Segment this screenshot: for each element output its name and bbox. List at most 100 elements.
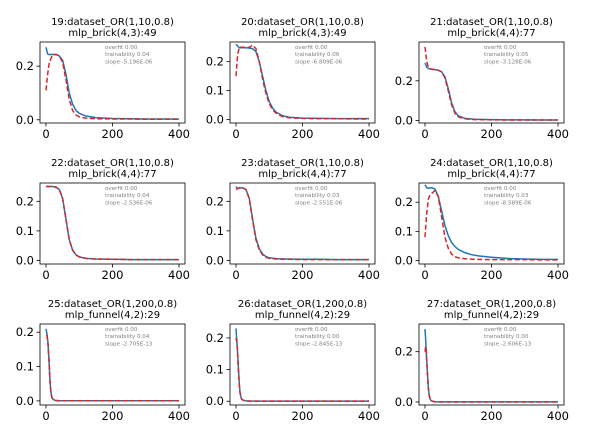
x-tick-label: 400 <box>547 268 569 282</box>
y-tick-label: 0.0 <box>395 254 413 268</box>
subplot-2: 20:dataset_OR(1,10,0.8)mlp_brick(4,3):49… <box>206 17 380 141</box>
series-line-dashed <box>45 185 180 261</box>
y-tick-label: 0.2 <box>206 331 224 345</box>
subplot-title: mlp_brick(4,4):77 <box>447 28 535 39</box>
subplot-6: 24:dataset_OR(1,10,0.8)mlp_brick(4,4):77… <box>395 158 569 282</box>
y-tick-label: 0.0 <box>206 253 224 267</box>
y-tick-label: 0.1 <box>395 224 413 238</box>
x-tick-label: 0 <box>421 268 428 282</box>
x-tick-label: 200 <box>481 268 503 282</box>
x-tick-label: 0 <box>232 268 239 282</box>
subplot-1: 19:dataset_OR(1,10,0.8)mlp_brick(4,3):49… <box>16 17 190 141</box>
subplot-title: mlp_funnel(4,2):29 <box>65 310 160 321</box>
annotation-text: slope -2.536E-06 <box>105 200 153 206</box>
subplot-title: mlp_brick(4,3):49 <box>258 28 346 39</box>
subplot-title: mlp_brick(4,3):49 <box>68 28 156 39</box>
subplot-title: 21:dataset_OR(1,10,0.8) <box>430 17 553 28</box>
subplot-title: 25:dataset_OR(1,200,0.8) <box>48 299 177 310</box>
y-tick-label: 0.2 <box>395 345 413 359</box>
x-tick-label: 0 <box>421 127 428 141</box>
y-tick-label: 0.2 <box>395 74 413 88</box>
series-line-dashed <box>235 186 370 261</box>
x-tick-label: 400 <box>168 127 190 141</box>
subplot-title: mlp_brick(4,4):77 <box>447 169 535 180</box>
y-tick-label: 0.1 <box>16 224 34 238</box>
x-tick-label: 400 <box>358 268 380 282</box>
subplot-title: mlp_funnel(4,2):29 <box>444 310 539 321</box>
series-line-dashed <box>45 53 180 120</box>
annotation-text: trainability 0.06 <box>295 52 340 58</box>
annotation-text: trainability 0.04 <box>105 52 150 58</box>
x-tick-label: 200 <box>481 409 503 423</box>
y-tick-label: 0.2 <box>16 59 34 73</box>
y-tick-label: 0.0 <box>206 394 224 408</box>
y-tick-label: 0.0 <box>206 113 224 127</box>
annotation-text: trainability 0.00 <box>295 334 340 340</box>
annotation-text: slope -8.589E-06 <box>484 200 532 206</box>
annotation-text: slope -2.606E-13 <box>484 341 532 347</box>
x-tick-label: 200 <box>102 268 124 282</box>
annotation-text: overfit 0.00 <box>484 45 517 51</box>
annotation-text: slope -5.196E-06 <box>105 59 153 65</box>
annotation-text: slope -2.551E-06 <box>295 200 343 206</box>
annotation-text: overfit 0.00 <box>484 186 517 192</box>
series-line-dashed <box>235 44 370 120</box>
annotation-text: slope -2.845E-13 <box>295 341 343 347</box>
y-tick-label: 0.0 <box>395 395 413 409</box>
annotation-text: slope -6.809E-06 <box>295 59 343 65</box>
annotation-text: trainability 0.05 <box>484 52 529 58</box>
y-tick-label: 0.0 <box>16 394 34 408</box>
series-line-solid <box>424 184 559 261</box>
series-line-dashed <box>424 346 559 403</box>
subplot-4: 22:dataset_OR(1,10,0.8)mlp_brick(4,4):77… <box>16 158 190 282</box>
x-tick-label: 400 <box>547 409 569 423</box>
subplot-title: mlp_brick(4,4):77 <box>258 169 346 180</box>
subplot-5: 23:dataset_OR(1,10,0.8)mlp_brick(4,4):77… <box>206 158 380 282</box>
x-tick-label: 0 <box>421 409 428 423</box>
subplot-title: 23:dataset_OR(1,10,0.8) <box>241 158 364 169</box>
subplot-title: 22:dataset_OR(1,10,0.8) <box>51 158 174 169</box>
x-tick-label: 200 <box>481 127 503 141</box>
subplot-title: 19:dataset_OR(1,10,0.8) <box>51 17 174 28</box>
annotation-text: trainability 0.00 <box>484 334 529 340</box>
subplot-8: 26:dataset_OR(1,200,0.8)mlp_funnel(4,2):… <box>206 299 380 423</box>
subplot-9: 27:dataset_OR(1,200,0.8)mlp_funnel(4,2):… <box>395 299 569 423</box>
subplot-3: 21:dataset_OR(1,10,0.8)mlp_brick(4,4):77… <box>395 17 569 141</box>
annotation-text: trainability 0.04 <box>105 334 150 340</box>
x-tick-label: 0 <box>42 409 49 423</box>
annotation-text: overfit 0.00 <box>295 45 328 51</box>
annotation-text: overfit 0.00 <box>105 327 138 333</box>
annotation-text: overfit 0.00 <box>105 45 138 51</box>
x-tick-label: 200 <box>292 409 314 423</box>
x-tick-label: 0 <box>232 127 239 141</box>
annotation-text: overfit 0.00 <box>295 327 328 333</box>
series-line-dashed <box>45 334 180 402</box>
y-tick-label: 0.2 <box>16 194 34 208</box>
annotation-text: slope -3.128E-06 <box>484 59 532 65</box>
annotation-text: slope -2.705E-13 <box>105 341 153 347</box>
annotation-text: overfit 0.00 <box>484 327 517 333</box>
subplot-title: 24:dataset_OR(1,10,0.8) <box>430 158 553 169</box>
annotation-text: overfit 0.00 <box>105 186 138 192</box>
subplot-title: 27:dataset_OR(1,200,0.8) <box>427 299 556 310</box>
y-tick-label: 0.2 <box>16 325 34 339</box>
subplot-title: 20:dataset_OR(1,10,0.8) <box>241 17 364 28</box>
annotation-text: trainability 0.03 <box>295 193 340 199</box>
x-tick-label: 400 <box>358 409 380 423</box>
y-tick-label: 0.1 <box>16 360 34 374</box>
y-tick-label: 0.0 <box>395 114 413 128</box>
x-tick-label: 200 <box>102 127 124 141</box>
y-tick-label: 0.0 <box>16 253 34 267</box>
annotation-text: trainability 0.03 <box>484 193 529 199</box>
x-tick-label: 0 <box>42 127 49 141</box>
y-tick-label: 0.1 <box>206 224 224 238</box>
series-line-dashed <box>235 337 370 402</box>
annotation-text: overfit 0.00 <box>295 186 328 192</box>
x-tick-label: 0 <box>232 409 239 423</box>
x-tick-label: 400 <box>168 409 190 423</box>
y-tick-label: 0.0 <box>16 113 34 127</box>
subplot-title: mlp_brick(4,4):77 <box>68 169 156 180</box>
x-tick-label: 0 <box>42 268 49 282</box>
x-tick-label: 400 <box>358 127 380 141</box>
x-tick-label: 200 <box>102 409 124 423</box>
